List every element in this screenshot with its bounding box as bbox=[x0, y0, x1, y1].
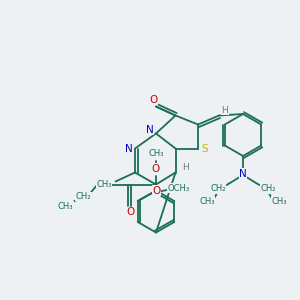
Text: O: O bbox=[98, 179, 107, 190]
Text: CH₂: CH₂ bbox=[260, 184, 276, 193]
Text: CH₃: CH₃ bbox=[271, 197, 287, 206]
Text: CH₃: CH₃ bbox=[148, 149, 164, 158]
Text: H: H bbox=[182, 163, 188, 172]
Text: CH₂: CH₂ bbox=[76, 192, 91, 201]
Text: N: N bbox=[239, 169, 247, 179]
Text: OCH₃: OCH₃ bbox=[167, 184, 189, 193]
Text: CH₃: CH₃ bbox=[199, 197, 215, 206]
Text: H: H bbox=[222, 106, 228, 115]
Text: O: O bbox=[152, 164, 160, 174]
Text: N: N bbox=[124, 143, 132, 154]
Text: O: O bbox=[149, 95, 158, 105]
Text: O: O bbox=[153, 185, 161, 196]
Text: CH₃: CH₃ bbox=[96, 180, 112, 189]
Text: S: S bbox=[201, 143, 208, 154]
Text: CH₃: CH₃ bbox=[58, 202, 73, 211]
Text: CH₂: CH₂ bbox=[210, 184, 226, 193]
Text: N: N bbox=[146, 125, 153, 135]
Text: O: O bbox=[126, 207, 135, 217]
